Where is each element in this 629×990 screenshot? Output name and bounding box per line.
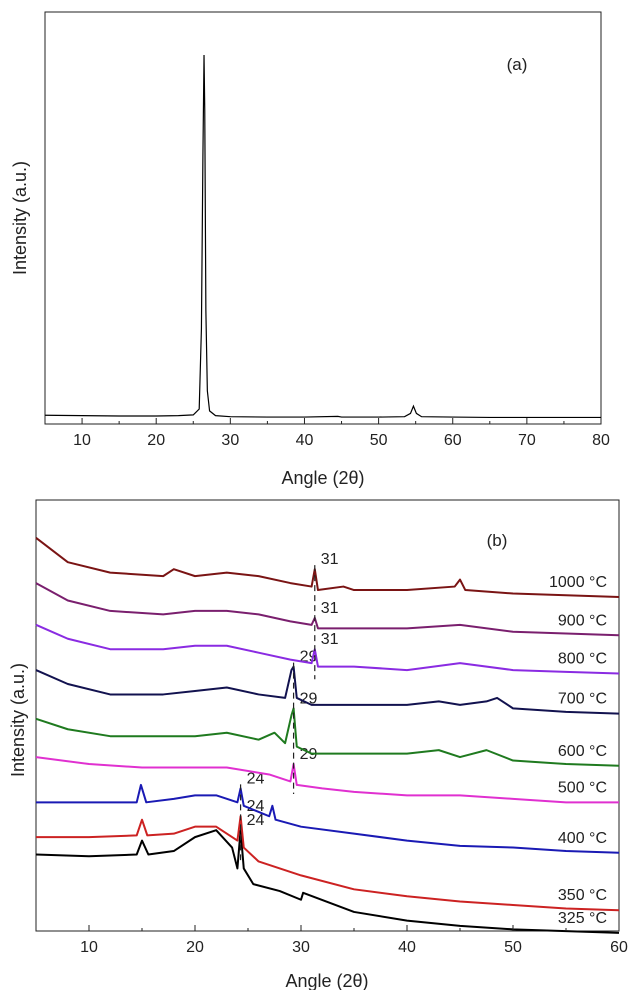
panel-b-series-name-label: 700 °C [558, 691, 607, 708]
panel-b-x-tick-label: 10 [80, 939, 98, 956]
panel-b-peak-label: 24 [247, 770, 265, 787]
panel-b-series-name-label: 600 °C [558, 743, 607, 760]
panel-b-series-line [35, 829, 620, 934]
panel-a-x-tick-label: 30 [221, 432, 239, 449]
panel-a-x-tick-label: 10 [73, 432, 91, 449]
panel-b-series-line [35, 707, 620, 767]
panel-a-x-tick-label: 60 [444, 432, 462, 449]
panel-b-x-tick-label: 40 [398, 939, 416, 956]
panel-a-x-tick-label: 50 [370, 432, 388, 449]
panel-b-peak-label: 31 [321, 600, 339, 617]
panel-a-y-axis-label: Intensity (a.u.) [10, 161, 30, 275]
panel-a-label: (a) [507, 55, 528, 74]
panel-a-x-axis-label: Angle (2θ) [281, 468, 364, 488]
panel-b-series-name-label: 350 °C [558, 887, 607, 904]
panel-b-peak-label: 31 [321, 551, 339, 568]
panel-b-x-axis-label: Angle (2θ) [285, 971, 368, 990]
panel-b-series-line [35, 582, 620, 637]
panel-a-x-axis-ticks: 10 20 30 40 50 60 70 80 [44, 418, 610, 449]
panel-b-x-tick-label: 20 [186, 939, 204, 956]
panel-b-plot-frame [35, 499, 620, 932]
panel-b-label: (b) [487, 531, 508, 550]
panel-b-series-name-label: 900 °C [558, 612, 607, 629]
panel-b-series-line [35, 756, 619, 804]
panel-b-x-axis-ticks: 10 20 30 40 50 60 [35, 925, 628, 956]
panel-b-series-name-label: 1000 °C [549, 574, 607, 591]
panel-a-x-tick-label: 40 [296, 432, 314, 449]
panel-b-series-line [36, 815, 620, 912]
panel-b-series-line [36, 783, 620, 854]
panel-b-series-line [35, 623, 620, 675]
panel-b-peak-label: 24 [247, 798, 265, 815]
panel-b-series-name-label: 800 °C [558, 651, 607, 668]
panel-a-x-tick-label: 20 [147, 432, 165, 449]
panel-b-series-name-label: 400 °C [558, 830, 607, 847]
panel-b-x-tick-label: 60 [610, 939, 628, 956]
panel-a-plot-frame [44, 11, 602, 425]
panel-b-y-axis-label: Intensity (a.u.) [8, 663, 28, 777]
panel-b-x-tick-label: 30 [292, 939, 310, 956]
panel-b-peak-label: 24 [247, 812, 265, 829]
panel-b-series-line [35, 665, 620, 715]
panel-b-x-tick-label: 50 [504, 939, 522, 956]
panel-b-series-name-label: 325 °C [558, 910, 607, 927]
panel-a-x-tick-label: 80 [592, 432, 610, 449]
panel-b-series-name-label: 500 °C [558, 779, 607, 796]
panel-a-series-line [44, 54, 601, 419]
panel-a-chart: 10 20 30 40 50 60 70 80 (a) Angle (2θ) Intensit… [10, 11, 610, 488]
panel-b-peak-label: 29 [300, 690, 318, 707]
panel-b-peak-label: 31 [321, 631, 339, 648]
panel-a-x-tick-label: 70 [518, 432, 536, 449]
panel-a-series-group [44, 54, 601, 419]
